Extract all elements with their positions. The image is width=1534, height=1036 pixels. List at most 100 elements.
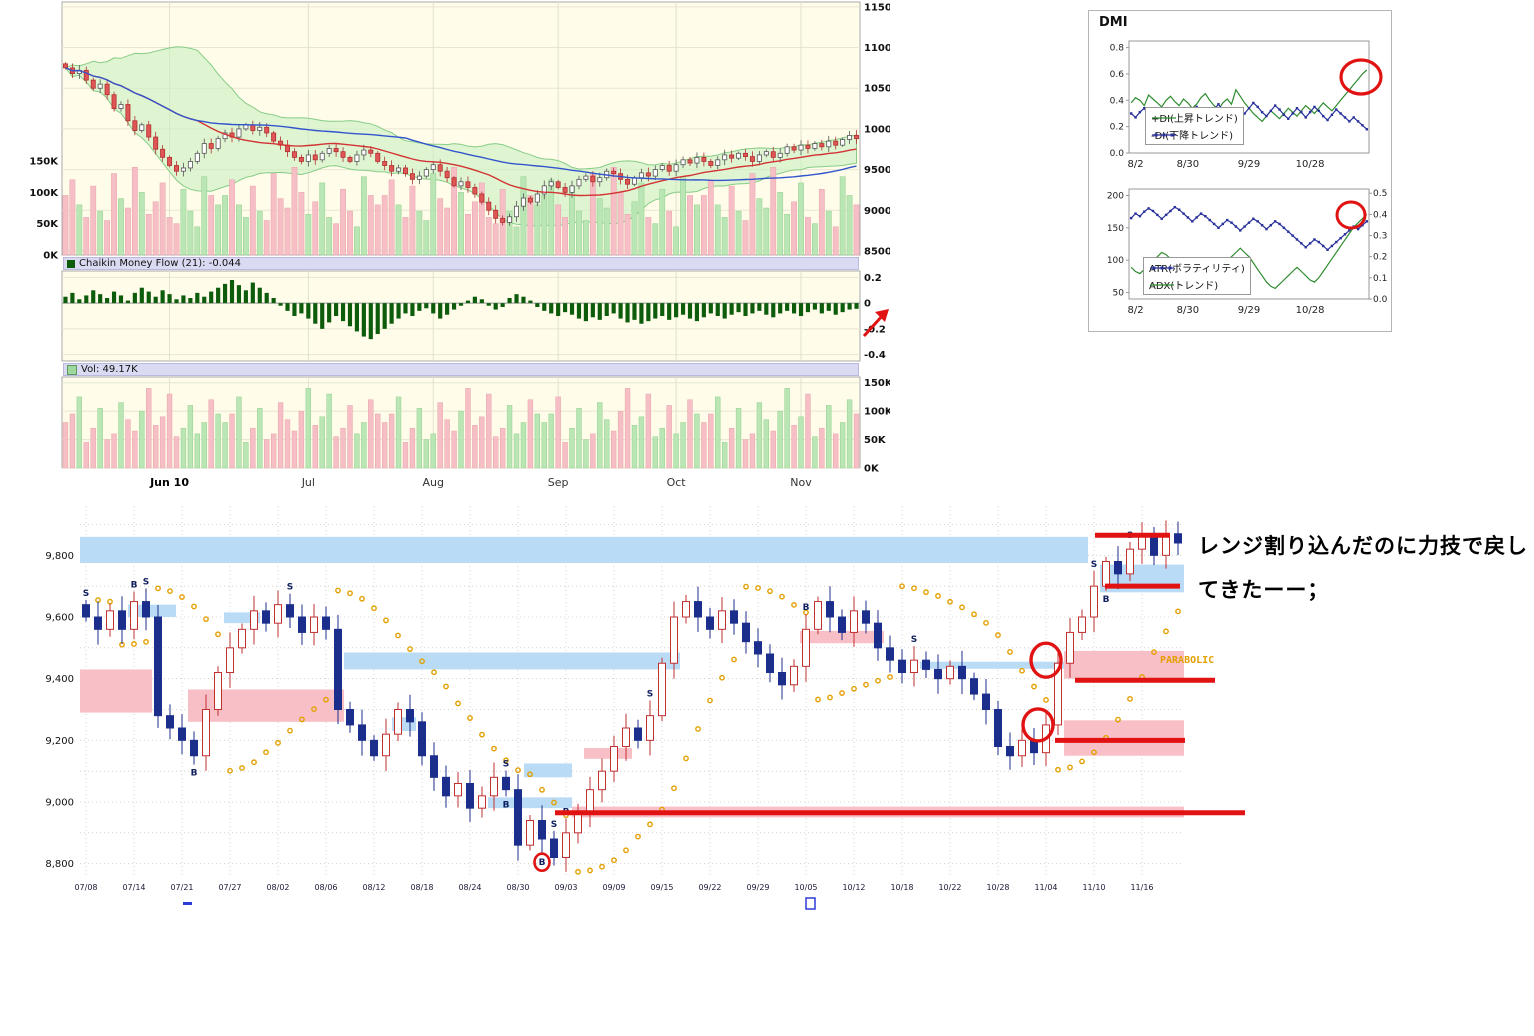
red-circle-annotation [1339,58,1383,96]
sma50-blue-line [65,67,857,182]
svg-text:50K: 50K [864,435,887,446]
svg-text:0.2: 0.2 [864,273,882,284]
svg-text:Sep: Sep [548,476,569,489]
svg-text:9/29: 9/29 [1238,305,1260,316]
red-annotations [555,532,1245,816]
svg-text:-0.4: -0.4 [864,350,886,361]
svg-text:0.4: 0.4 [1373,210,1388,220]
dmi-indicator-widget: DMI 0.8 0.6 0.4 0.2 0.0 8/2 8/30 9/29 10/28 200 1… [1088,10,1392,332]
svg-text:07/14: 07/14 [122,883,145,892]
svg-text:0.5: 0.5 [1373,189,1387,199]
svg-text:08/18: 08/18 [410,883,433,892]
svg-text:09/22: 09/22 [698,883,721,892]
bottom-candles [82,520,1182,872]
annotation-line-1: レンジ割り込んだのに力技で戻し [1198,534,1528,558]
svg-text:S: S [911,635,917,645]
daily-candles-range-chart: SBSBSSBBSBSBSSBS9,8009,6009,4009,2009,00… [45,506,1245,910]
svg-text:S: S [647,689,653,699]
svg-text:100K: 100K [29,188,59,199]
svg-text:08/12: 08/12 [362,883,385,892]
svg-text:100K: 100K [864,407,890,418]
svg-text:B: B [503,800,510,810]
parabolic-label: PARABOLIC [1160,655,1215,666]
axis-minor-marks [183,897,816,910]
svg-text:11/04: 11/04 [1034,883,1057,892]
dmi-lower-legend: ATR(ボラティリティ) ADX(トレンド) [1143,257,1251,295]
volume-panel-bars [62,388,860,469]
svg-text:0K: 0K [864,464,880,475]
svg-text:-0.2: -0.2 [864,324,886,335]
svg-text:8/30: 8/30 [1177,159,1199,170]
svg-text:S: S [551,820,557,830]
svg-text:10/28: 10/28 [1296,159,1325,170]
svg-text:08/24: 08/24 [458,883,481,892]
svg-text:0.6: 0.6 [1110,70,1125,80]
svg-text:11/16: 11/16 [1130,883,1153,892]
legend-item: +DI(上昇トレンド) [1151,110,1238,125]
svg-text:8,800: 8,800 [45,859,74,870]
series-line [1129,205,1369,252]
svg-text:9000: 9000 [864,206,890,217]
svg-text:0.3: 0.3 [1373,232,1387,242]
svg-text:S: S [287,583,293,593]
svg-text:0.8: 0.8 [1110,44,1125,54]
svg-text:0.2: 0.2 [1110,123,1124,133]
svg-text:11/10: 11/10 [1082,883,1105,892]
svg-text:0.0: 0.0 [1373,295,1388,305]
svg-text:50: 50 [1113,289,1125,299]
svg-text:09/03: 09/03 [554,883,577,892]
svg-text:B: B [803,603,810,613]
svg-text:0.4: 0.4 [1110,96,1125,106]
handwritten-annotation-text: レンジ割り込んだのに力技で戻し てきたーー； [1198,524,1534,612]
svg-text:07/21: 07/21 [170,883,193,892]
price-volume-bars [62,167,860,256]
svg-text:Aug: Aug [423,476,444,489]
chaikin-bars [62,280,860,340]
chaikin-legend-icon [67,259,75,268]
legend-label: ATR(ボラティリティ) [1149,264,1245,275]
volume-header-label: Vol: 49.17K [81,364,138,375]
axis-labels: 11500 11000 10500 10000 9500 9000 8500 0.2 0 -0.2… [29,2,890,489]
svg-text:10/18: 10/18 [890,883,913,892]
parabolic-sar-dots [95,583,1181,875]
svg-text:10/28: 10/28 [986,883,1009,892]
svg-text:10/28: 10/28 [1296,305,1325,316]
svg-text:8500: 8500 [864,246,890,257]
price-cmf-volume-chart: 11500 11000 10500 10000 9500 9000 8500 0.2 0 -0.2… [29,1,890,489]
atr-adx-chart: 200 150 100 50 0.5 0.4 0.3 0.2 0.1 0.0 8/2 8/30 9/29… [1107,188,1388,316]
svg-text:0: 0 [864,299,871,310]
svg-text:150K: 150K [864,378,890,389]
svg-text:09/15: 09/15 [650,883,673,892]
svg-text:9,600: 9,600 [45,613,74,624]
legend-item: ADX(トレンド) [1149,277,1245,292]
svg-text:08/02: 08/02 [266,883,289,892]
svg-text:Jun 10: Jun 10 [149,476,189,489]
svg-text:Oct: Oct [667,476,687,489]
svg-text:8/2: 8/2 [1127,159,1143,170]
legend-label: -DI(下降トレンド) [1151,131,1234,142]
svg-text:9/29: 9/29 [1238,159,1260,170]
svg-text:9,200: 9,200 [45,736,74,747]
annotation-line-2: てきたーー； [1198,578,1330,602]
svg-text:0K: 0K [43,251,59,262]
svg-text:09/09: 09/09 [602,883,625,892]
svg-text:150: 150 [1107,224,1124,234]
svg-text:9,400: 9,400 [45,674,74,685]
svg-text:11000: 11000 [864,43,890,54]
svg-text:B: B [539,858,546,868]
svg-text:0.1: 0.1 [1373,274,1387,284]
support-resistance-boxes [80,536,1184,818]
red-arrow-icon [862,309,889,338]
atr-adx-axis-labels: 200 150 100 50 0.5 0.4 0.3 0.2 0.1 0.0 8/2 8/30 9/29… [1107,189,1388,316]
legend-item: -DI(下降トレンド) [1151,127,1238,142]
svg-text:Jul: Jul [301,476,315,489]
svg-text:S: S [1091,560,1097,570]
svg-text:0.2: 0.2 [1373,253,1387,263]
chaikin-header-label: Chaikin Money Flow (21): -0.044 [79,258,241,269]
svg-text:11500: 11500 [864,2,890,13]
svg-text:07/08: 07/08 [74,883,97,892]
svg-text:10/22: 10/22 [938,883,961,892]
dmi-upper-legend: +DI(上昇トレンド) -DI(下降トレンド) [1145,107,1244,145]
volume-panel-header: Vol: 49.17K [63,363,859,376]
